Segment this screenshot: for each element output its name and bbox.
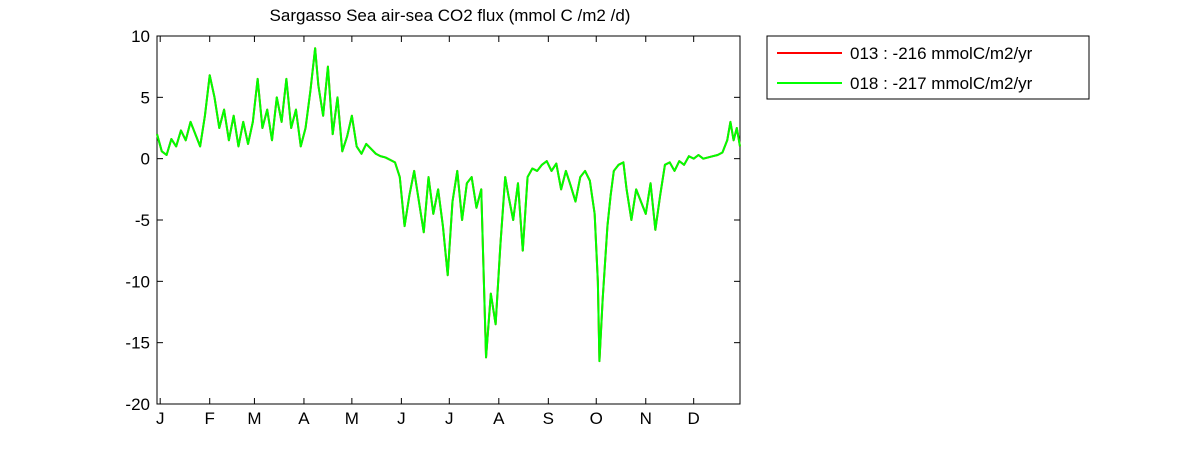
x-tick-label: D (688, 409, 700, 428)
x-tick-label: A (493, 409, 505, 428)
x-tick-label: J (397, 409, 406, 428)
legend-box (766, 35, 1090, 100)
x-tick-label: O (590, 409, 603, 428)
x-tick-label: N (640, 409, 652, 428)
x-tick-label: S (543, 409, 554, 428)
series-layer (156, 47, 741, 363)
chart-title: Sargasso Sea air-sea CO2 flux (mmol C /m… (270, 6, 631, 25)
x-tick-label: M (345, 409, 359, 428)
y-tick-label: -10 (125, 272, 150, 291)
y-tick-label: -20 (125, 395, 150, 414)
x-tick-label: M (247, 409, 261, 428)
y-tick-label: -5 (135, 211, 150, 230)
legend-label-018: 018 : -217 mmolC/m2/yr (850, 74, 1033, 93)
y-tick-label: 5 (141, 88, 150, 107)
x-tick-label: J (156, 409, 165, 428)
plot-frame (156, 35, 741, 405)
y-axis: 10 5 0 -5 -10 -15 -20 (125, 27, 740, 414)
x-tick-label: J (445, 409, 454, 428)
y-tick-label: -15 (125, 334, 150, 353)
series-line-1 (156, 47, 741, 363)
legend-label-013: 013 : -216 mmolC/m2/yr (850, 44, 1033, 63)
x-tick-label: F (205, 409, 215, 428)
x-tick-label: A (298, 409, 310, 428)
y-tick-label: 10 (131, 27, 150, 46)
legend: 013 : -216 mmolC/m2/yr 018 : -217 mmolC/… (766, 35, 1090, 100)
y-tick-label: 0 (141, 150, 150, 169)
